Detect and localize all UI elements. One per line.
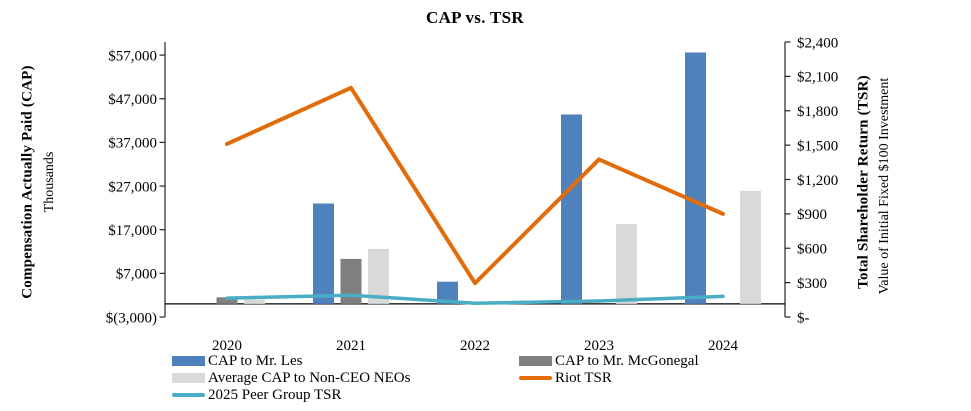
bar <box>437 281 458 304</box>
bar <box>244 299 265 304</box>
legend-item-avg-neo: Average CAP to Non-CEO NEOs <box>172 370 410 386</box>
svg-text:2020: 2020 <box>212 338 242 354</box>
svg-text:2024: 2024 <box>708 338 739 354</box>
svg-text:$57,000: $57,000 <box>108 48 157 64</box>
svg-text:2022: 2022 <box>460 338 490 354</box>
bar-swatch-lightgray <box>172 373 205 383</box>
svg-text:$2,400: $2,400 <box>797 35 838 51</box>
svg-text:$900: $900 <box>797 207 827 223</box>
bar <box>340 258 362 304</box>
bar <box>561 114 582 304</box>
chart-title: CAP vs. TSR <box>426 8 524 27</box>
svg-text:$7,000: $7,000 <box>116 267 157 283</box>
svg-text:$(3,000): $(3,000) <box>106 310 157 326</box>
svg-text:2023: 2023 <box>584 338 614 354</box>
tick-labels-layer: $(3,000) $7,000 $17,000 $27,000 $37,000 $47,0… <box>106 35 839 354</box>
svg-text:2021: 2021 <box>336 338 366 354</box>
line-swatch-cyan <box>172 393 205 397</box>
line-swatch-orange <box>519 376 552 380</box>
bar <box>740 190 761 304</box>
legend-label: Average CAP to Non-CEO NEOs <box>208 369 411 386</box>
svg-text:$47,000: $47,000 <box>108 92 157 108</box>
svg-text:$600: $600 <box>797 242 827 258</box>
bar <box>685 52 706 304</box>
legend-item-riot-tsr: Riot TSR <box>519 370 612 386</box>
line-series <box>225 293 725 305</box>
lines-layer <box>225 85 725 305</box>
legend-item-cap-les: CAP to Mr. Les <box>172 353 302 369</box>
svg-text:$17,000: $17,000 <box>108 223 157 239</box>
bar <box>216 297 238 304</box>
svg-text:$37,000: $37,000 <box>108 136 157 152</box>
svg-text:$2,100: $2,100 <box>797 70 838 86</box>
bar-swatch-gray <box>519 356 552 366</box>
svg-text:$27,000: $27,000 <box>108 179 157 195</box>
svg-text:$1,800: $1,800 <box>797 104 838 120</box>
legend-label: CAP to Mr. McGonegal <box>555 352 699 369</box>
bar <box>368 248 389 304</box>
bar-swatch-blue <box>172 356 205 366</box>
legend-label: CAP to Mr. Les <box>208 352 303 369</box>
svg-text:$300: $300 <box>797 276 827 292</box>
legend-item-peer-tsr: 2025 Peer Group TSR <box>172 387 341 403</box>
bars-layer <box>216 52 761 304</box>
line-series <box>225 85 725 286</box>
bar <box>616 224 637 304</box>
svg-text:$1,500: $1,500 <box>797 138 838 154</box>
svg-text:$1,200: $1,200 <box>797 173 838 189</box>
legend-label: Riot TSR <box>555 369 612 386</box>
legend-label: 2025 Peer Group TSR <box>208 386 342 403</box>
bar <box>313 203 334 304</box>
svg-text:$-: $- <box>797 310 810 326</box>
legend-item-cap-mcgonegal: CAP to Mr. McGonegal <box>519 353 699 369</box>
